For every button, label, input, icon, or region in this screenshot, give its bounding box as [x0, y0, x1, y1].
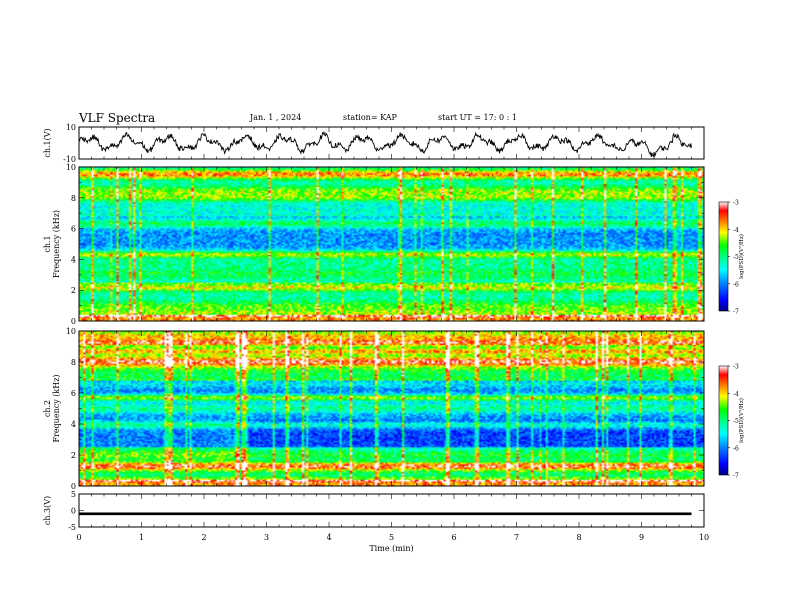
station-label: station= KAP	[343, 113, 397, 122]
y-tick-label: 4	[71, 420, 76, 429]
y-tick-label: 0	[71, 482, 76, 491]
y-tick-label: 10	[66, 123, 76, 132]
y-tick-label: -5	[68, 523, 76, 532]
colorbar-tick-label: -4	[733, 227, 739, 234]
colorbar-tick-label: -7	[733, 473, 739, 480]
channel-voltage-label: ch.3(V)	[43, 496, 52, 525]
y-tick-label: 2	[71, 286, 76, 295]
figure-title: VLF Spectra	[79, 111, 156, 125]
channel-voltage-label: ch.1(V)	[43, 128, 52, 157]
x-tick-label: 6	[451, 533, 456, 542]
x-tick-label: 9	[639, 533, 644, 542]
colorbar-tick-label: -4	[733, 391, 739, 398]
date-label: Jan. 1 , 2024	[250, 113, 302, 122]
y-tick-label: 0	[71, 317, 76, 326]
colorbar-tick-label: -6	[733, 445, 739, 452]
ch1-waveform	[78, 130, 692, 158]
y-tick-label: 6	[71, 225, 76, 234]
colorbar-label: log(PSD)(V²/Hz)	[738, 398, 745, 443]
frequency-axis-label: Frequency (kHz)	[52, 374, 61, 442]
y-tick-label: 0	[71, 507, 76, 516]
y-tick-label: 5	[71, 490, 76, 499]
spectrogram-ch1	[79, 167, 704, 321]
ch3-trace	[79, 512, 692, 516]
colorbar-tick-label: -7	[733, 309, 739, 316]
x-tick-label: 8	[576, 533, 581, 542]
x-tick-label: 1	[139, 533, 144, 542]
y-tick-label: 10	[66, 163, 76, 172]
colorbar-ch1	[718, 201, 729, 312]
colorbar-ch2	[718, 365, 729, 476]
x-tick-label: 0	[76, 533, 81, 542]
y-tick-label: 6	[71, 389, 76, 398]
y-tick-label: 8	[71, 358, 76, 367]
frequency-axis-label: Frequency (kHz)	[52, 210, 61, 278]
colorbar-tick-label: -5	[733, 254, 739, 261]
channel-label: ch.1	[43, 235, 52, 252]
y-tick-label: 8	[71, 194, 76, 203]
y-tick-label: 2	[71, 451, 76, 460]
y-tick-label: 10	[66, 327, 76, 336]
y-tick-label: 4	[71, 255, 76, 264]
start-time-label: start UT = 17: 0 : 1	[438, 113, 517, 122]
x-tick-label: 7	[514, 533, 519, 542]
x-tick-label: 3	[264, 533, 269, 542]
x-tick-label: 2	[201, 533, 206, 542]
colorbar-tick-label: -3	[733, 200, 739, 207]
x-tick-label: 4	[326, 533, 331, 542]
x-tick-label: 10	[699, 533, 709, 542]
colorbar-tick-label: -3	[733, 364, 739, 371]
colorbar-tick-label: -6	[733, 281, 739, 288]
x-axis-label: Time (min)	[369, 544, 413, 553]
spectrogram-ch2	[79, 331, 704, 486]
channel-label: ch.2	[43, 400, 52, 417]
colorbar-label: log(PSD)(V²/Hz)	[738, 234, 745, 279]
colorbar-tick-label: -5	[733, 418, 739, 425]
y-tick-label: -10	[63, 155, 76, 164]
x-tick-label: 5	[389, 533, 394, 542]
